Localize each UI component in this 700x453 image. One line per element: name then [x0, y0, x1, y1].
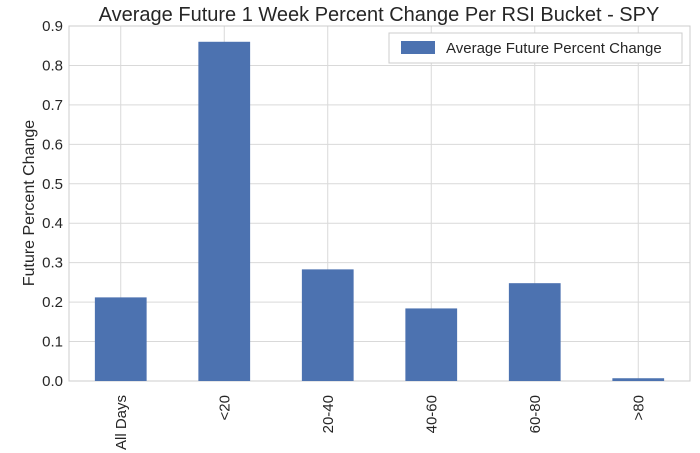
y-tick-label: 0.8	[42, 57, 63, 74]
legend-swatch	[401, 41, 435, 54]
x-tick-label: >80	[630, 395, 647, 420]
y-tick-label: 0.2	[42, 294, 63, 311]
y-tick-label: 0.7	[42, 97, 63, 114]
y-tick-label: 0.6	[42, 136, 63, 153]
y-tick-labels: 0.0 0.1 0.2 0.3 0.4 0.5 0.6 0.7 0.8 0.9	[42, 18, 63, 390]
y-tick-label: 0.5	[42, 176, 63, 193]
bars	[94, 41, 665, 382]
legend-label: Average Future Percent Change	[446, 40, 662, 57]
y-tick-label: 0.1	[42, 334, 63, 351]
y-axis-label: Future Percent Change	[21, 120, 38, 286]
plot-frame	[68, 25, 691, 382]
x-tick-label: 60-80	[527, 395, 544, 433]
legend: Average Future Percent Change	[388, 32, 683, 64]
bar	[94, 297, 147, 381]
bar	[405, 308, 458, 381]
bar	[508, 283, 561, 381]
grid	[69, 25, 690, 382]
x-tick-label: <20	[216, 395, 233, 420]
bar	[301, 269, 354, 381]
x-tick-labels: All Days <20 20-40 40-60 60-80 >80	[113, 395, 648, 450]
legend-frame	[388, 32, 683, 64]
y-tick-label: 0.9	[42, 18, 63, 35]
bar	[612, 378, 665, 381]
bar	[198, 41, 251, 382]
x-tick-label: 20-40	[320, 395, 337, 433]
chart-title: Average Future 1 Week Percent Change Per…	[99, 4, 660, 26]
x-tick-label: 40-60	[423, 395, 440, 433]
y-tick-label: 0.0	[42, 373, 63, 390]
y-tick-label: 0.3	[42, 255, 63, 272]
y-tick-label: 0.4	[42, 215, 63, 232]
x-tick-label: All Days	[113, 395, 130, 450]
